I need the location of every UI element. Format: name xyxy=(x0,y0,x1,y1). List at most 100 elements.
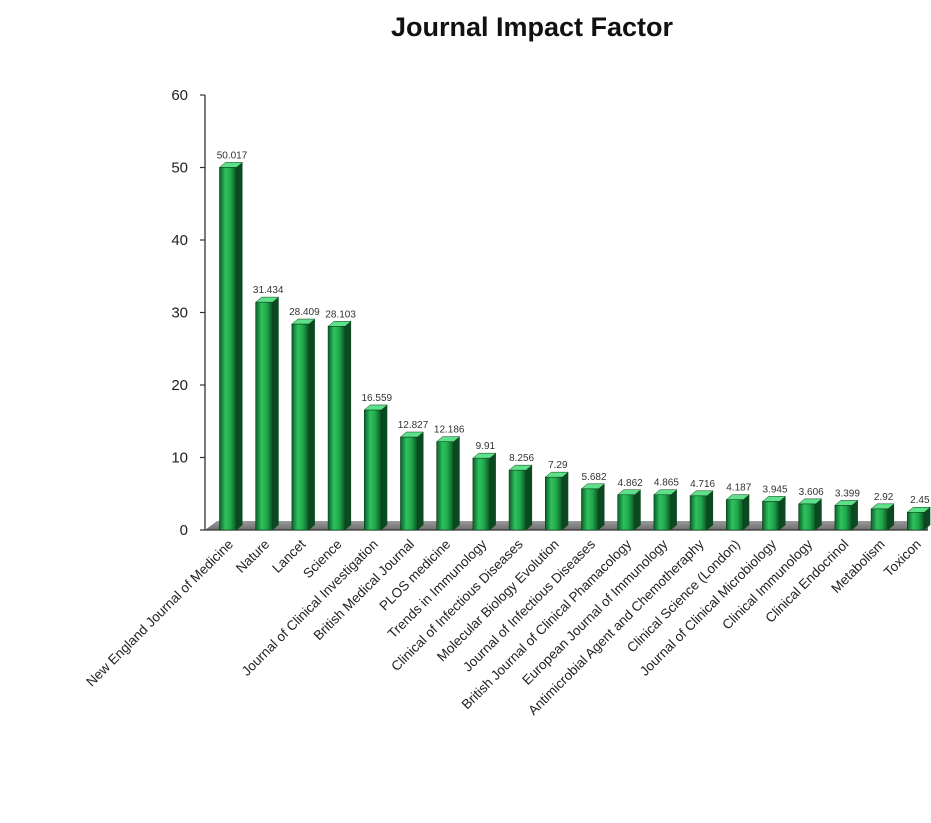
bar-front xyxy=(653,494,672,531)
bar xyxy=(363,404,388,531)
data-label: 12.827 xyxy=(398,420,429,431)
bar-top xyxy=(363,404,388,411)
bar-side xyxy=(272,297,279,530)
data-label: 3.606 xyxy=(799,487,824,498)
bar xyxy=(218,162,244,531)
bar xyxy=(399,431,425,531)
bar xyxy=(617,489,642,531)
x-tick-label: Toxicon xyxy=(881,537,924,580)
bar-top xyxy=(436,436,461,442)
bar-side xyxy=(670,489,677,530)
data-label: 7.29 xyxy=(548,460,568,471)
bar-front xyxy=(762,501,780,531)
bar-top xyxy=(653,489,678,495)
data-label: 9.91 xyxy=(476,441,496,452)
bar xyxy=(291,318,316,531)
bar-front xyxy=(906,511,925,531)
bar-side xyxy=(779,496,786,530)
bar-side xyxy=(236,162,243,530)
bar-top xyxy=(725,494,750,500)
data-label: 2.92 xyxy=(874,492,894,503)
bar xyxy=(689,490,714,531)
bar xyxy=(580,483,606,531)
data-label: 28.409 xyxy=(289,307,320,318)
chart-title: Journal Impact Factor xyxy=(391,12,674,42)
bar-front xyxy=(834,505,853,531)
bar-top xyxy=(327,321,352,327)
bar xyxy=(870,503,895,531)
bar-front xyxy=(327,325,346,531)
bar-top xyxy=(255,296,280,303)
bar xyxy=(255,296,280,531)
bar-front xyxy=(617,494,636,531)
data-label: 4.865 xyxy=(654,478,679,489)
bar-top xyxy=(906,506,931,513)
bar-side xyxy=(308,319,315,530)
bar-front xyxy=(508,469,527,531)
bars xyxy=(218,162,931,531)
bar xyxy=(544,471,569,531)
bar-front xyxy=(689,495,708,531)
data-label: 5.682 xyxy=(581,472,606,483)
bar xyxy=(725,494,750,531)
bar xyxy=(436,436,461,531)
bar-side xyxy=(562,472,569,530)
data-label: 3.399 xyxy=(835,488,860,499)
bar-front xyxy=(436,441,455,531)
bar-top xyxy=(617,489,642,496)
bar xyxy=(653,489,678,531)
bar xyxy=(834,500,859,531)
data-label: 16.559 xyxy=(362,393,393,404)
bar-front xyxy=(544,476,563,531)
bar-side xyxy=(634,489,641,530)
y-tick-label: 0 xyxy=(180,522,188,539)
bar-top xyxy=(508,464,533,471)
y-tick-label: 50 xyxy=(171,160,188,177)
bar-front xyxy=(219,167,237,531)
bar xyxy=(906,506,931,531)
bar-front xyxy=(725,499,744,531)
bar-top xyxy=(472,452,497,459)
data-labels: 50.017 31.434 28.409 28.103 16.559 12.827 12.1… xyxy=(217,150,930,506)
bar-side xyxy=(526,465,533,530)
bar-side xyxy=(707,490,714,530)
bar-side xyxy=(489,453,496,530)
bar-side xyxy=(743,494,750,530)
bar-side xyxy=(598,483,605,530)
bar-top xyxy=(291,318,316,325)
bar-side xyxy=(815,498,822,530)
y-tick-label: 60 xyxy=(171,87,188,104)
bar-side xyxy=(453,436,460,530)
data-label: 8.256 xyxy=(509,453,534,464)
bar-top xyxy=(399,431,425,438)
y-axis: 0 10 20 30 40 50 60 xyxy=(171,87,206,539)
data-label: 31.434 xyxy=(253,285,284,296)
data-label: 4.716 xyxy=(690,479,715,490)
y-tick-label: 30 xyxy=(171,305,188,322)
bar-front xyxy=(363,409,382,531)
y-tick-label: 40 xyxy=(171,232,188,249)
bar-top xyxy=(761,496,787,502)
bar-top xyxy=(834,500,859,506)
bar-front xyxy=(581,488,599,531)
y-tick-label: 10 xyxy=(171,450,188,467)
bar-top xyxy=(798,498,823,505)
bar xyxy=(761,496,787,531)
bar-front xyxy=(291,323,310,531)
x-tick-label: New England Journal of Medicine xyxy=(83,537,236,690)
bar-side xyxy=(381,404,388,530)
bar-top xyxy=(218,162,244,168)
bar-side xyxy=(924,507,931,530)
bar-front xyxy=(255,301,273,531)
bar-side xyxy=(345,321,352,530)
bar-top xyxy=(689,490,714,497)
data-label: 2.45 xyxy=(910,495,930,506)
data-label: 50.017 xyxy=(217,150,248,161)
bar-front xyxy=(472,457,491,531)
bar-front xyxy=(870,508,889,531)
bar-top xyxy=(580,483,606,490)
x-tick-labels: New England Journal of MedicineNatureLan… xyxy=(83,536,924,718)
y-tick-label: 20 xyxy=(171,377,188,394)
data-label: 4.862 xyxy=(618,478,643,489)
